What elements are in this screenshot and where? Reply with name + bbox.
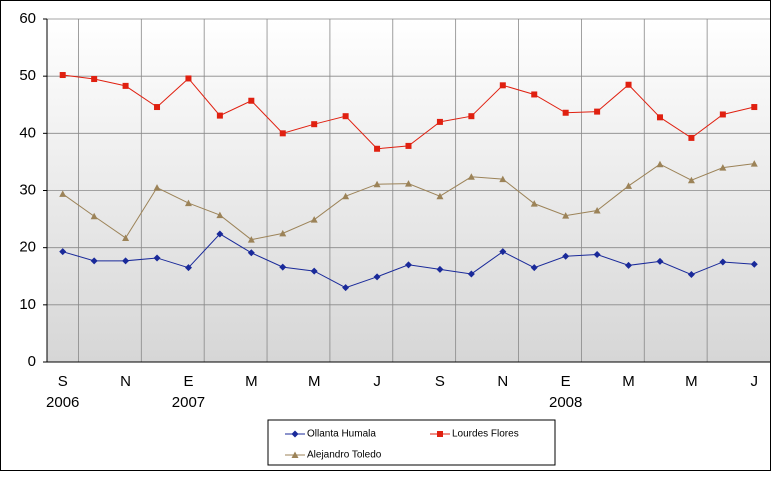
marker — [625, 261, 633, 269]
y-tick-label: 0 — [28, 353, 36, 370]
x-year-label: 2006 — [46, 394, 79, 411]
marker — [750, 160, 758, 167]
legend-box — [267, 419, 556, 466]
marker — [279, 130, 286, 137]
y-tick-label: 10 — [19, 296, 36, 313]
marker — [122, 234, 130, 241]
marker — [216, 112, 223, 119]
marker — [436, 118, 443, 125]
marker — [59, 190, 67, 197]
marker — [122, 82, 129, 89]
x-tick-label: E — [183, 373, 193, 390]
marker — [373, 180, 381, 188]
marker — [291, 451, 299, 458]
marker — [437, 431, 443, 437]
marker — [405, 261, 412, 269]
marker — [405, 142, 412, 149]
x-tick-label: N — [497, 373, 508, 390]
marker — [310, 216, 318, 223]
marker — [593, 207, 601, 214]
marker — [499, 175, 507, 183]
marker — [719, 258, 727, 266]
legend-label: Lourdes Flores — [452, 429, 519, 440]
marker — [342, 113, 349, 120]
marker — [185, 75, 192, 82]
legend-label: Ollanta Humala — [307, 429, 376, 440]
marker — [467, 173, 475, 180]
marker — [531, 91, 538, 98]
x-tick-label: M — [622, 373, 635, 390]
marker — [90, 212, 98, 220]
x-year-label: 2007 — [172, 394, 205, 411]
marker — [311, 121, 318, 128]
x-tick-label: J — [373, 373, 381, 390]
y-tick-label: 40 — [19, 124, 36, 141]
x-tick-label: N — [120, 373, 131, 390]
marker — [656, 160, 664, 168]
marker — [750, 260, 758, 268]
marker — [279, 229, 287, 237]
marker — [688, 134, 695, 141]
marker — [436, 192, 444, 200]
marker — [247, 236, 255, 243]
marker — [751, 104, 758, 111]
marker — [530, 200, 538, 207]
y-tick-label: 60 — [19, 10, 36, 27]
marker — [310, 267, 318, 275]
legend-label: Alejandro Toledo — [307, 450, 382, 461]
marker — [342, 284, 350, 292]
x-tick-label: M — [685, 373, 698, 390]
marker — [719, 164, 727, 171]
marker — [467, 270, 475, 278]
x-tick-label: M — [245, 373, 258, 390]
marker — [656, 114, 663, 121]
marker — [291, 430, 299, 438]
marker — [687, 176, 695, 184]
marker — [468, 113, 475, 120]
x-year-label: 2008 — [549, 394, 582, 411]
x-tick-label: S — [58, 373, 68, 390]
y-tick-label: 20 — [19, 239, 36, 256]
marker — [90, 257, 98, 265]
marker — [436, 265, 444, 273]
marker — [593, 251, 601, 259]
marker — [91, 76, 98, 83]
x-tick-label: E — [561, 373, 571, 390]
marker — [153, 184, 161, 191]
marker — [342, 192, 350, 200]
x-tick-label: J — [751, 373, 759, 390]
x-tick-label: S — [435, 373, 445, 390]
marker — [405, 180, 412, 187]
marker — [625, 81, 632, 88]
marker — [184, 199, 192, 207]
marker — [562, 252, 570, 260]
marker — [374, 145, 381, 152]
marker — [625, 182, 633, 189]
marker — [216, 230, 224, 238]
marker — [184, 264, 192, 272]
marker — [248, 97, 255, 104]
marker — [122, 257, 130, 265]
x-tick-label: M — [308, 373, 321, 390]
marker — [530, 264, 538, 272]
marker — [59, 72, 66, 79]
marker — [279, 263, 287, 271]
marker — [153, 254, 161, 262]
marker — [499, 82, 506, 89]
marker — [594, 108, 601, 115]
y-tick-label: 50 — [19, 67, 36, 84]
marker — [656, 257, 664, 265]
y-tick-label: 30 — [19, 181, 36, 198]
marker — [59, 248, 67, 256]
marker — [247, 249, 255, 257]
marker — [719, 111, 726, 118]
marker — [687, 271, 695, 279]
marker — [499, 248, 507, 256]
marker — [216, 211, 224, 219]
marker — [562, 212, 570, 219]
marker — [562, 109, 569, 116]
marker — [154, 104, 161, 111]
marker — [373, 273, 381, 281]
